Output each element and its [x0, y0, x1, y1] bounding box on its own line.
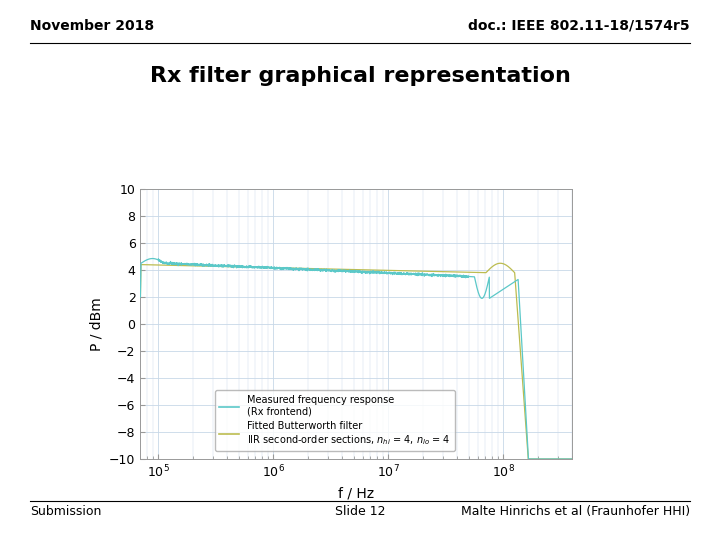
Text: doc.: IEEE 802.11-18/1574r5: doc.: IEEE 802.11-18/1574r5 — [468, 19, 690, 33]
Legend: Measured frequency response
(Rx frontend), Fitted Butterworth filter
IIR second-: Measured frequency response (Rx frontend… — [215, 390, 455, 451]
Y-axis label: P / dBm: P / dBm — [89, 297, 104, 351]
Text: Submission: Submission — [30, 505, 102, 518]
Text: Malte Hinrichs et al (Fraunhofer HHI): Malte Hinrichs et al (Fraunhofer HHI) — [461, 505, 690, 518]
Text: Rx filter graphical representation: Rx filter graphical representation — [150, 66, 570, 86]
X-axis label: f / Hz: f / Hz — [338, 486, 374, 500]
Text: Slide 12: Slide 12 — [335, 505, 385, 518]
Text: November 2018: November 2018 — [30, 19, 154, 33]
